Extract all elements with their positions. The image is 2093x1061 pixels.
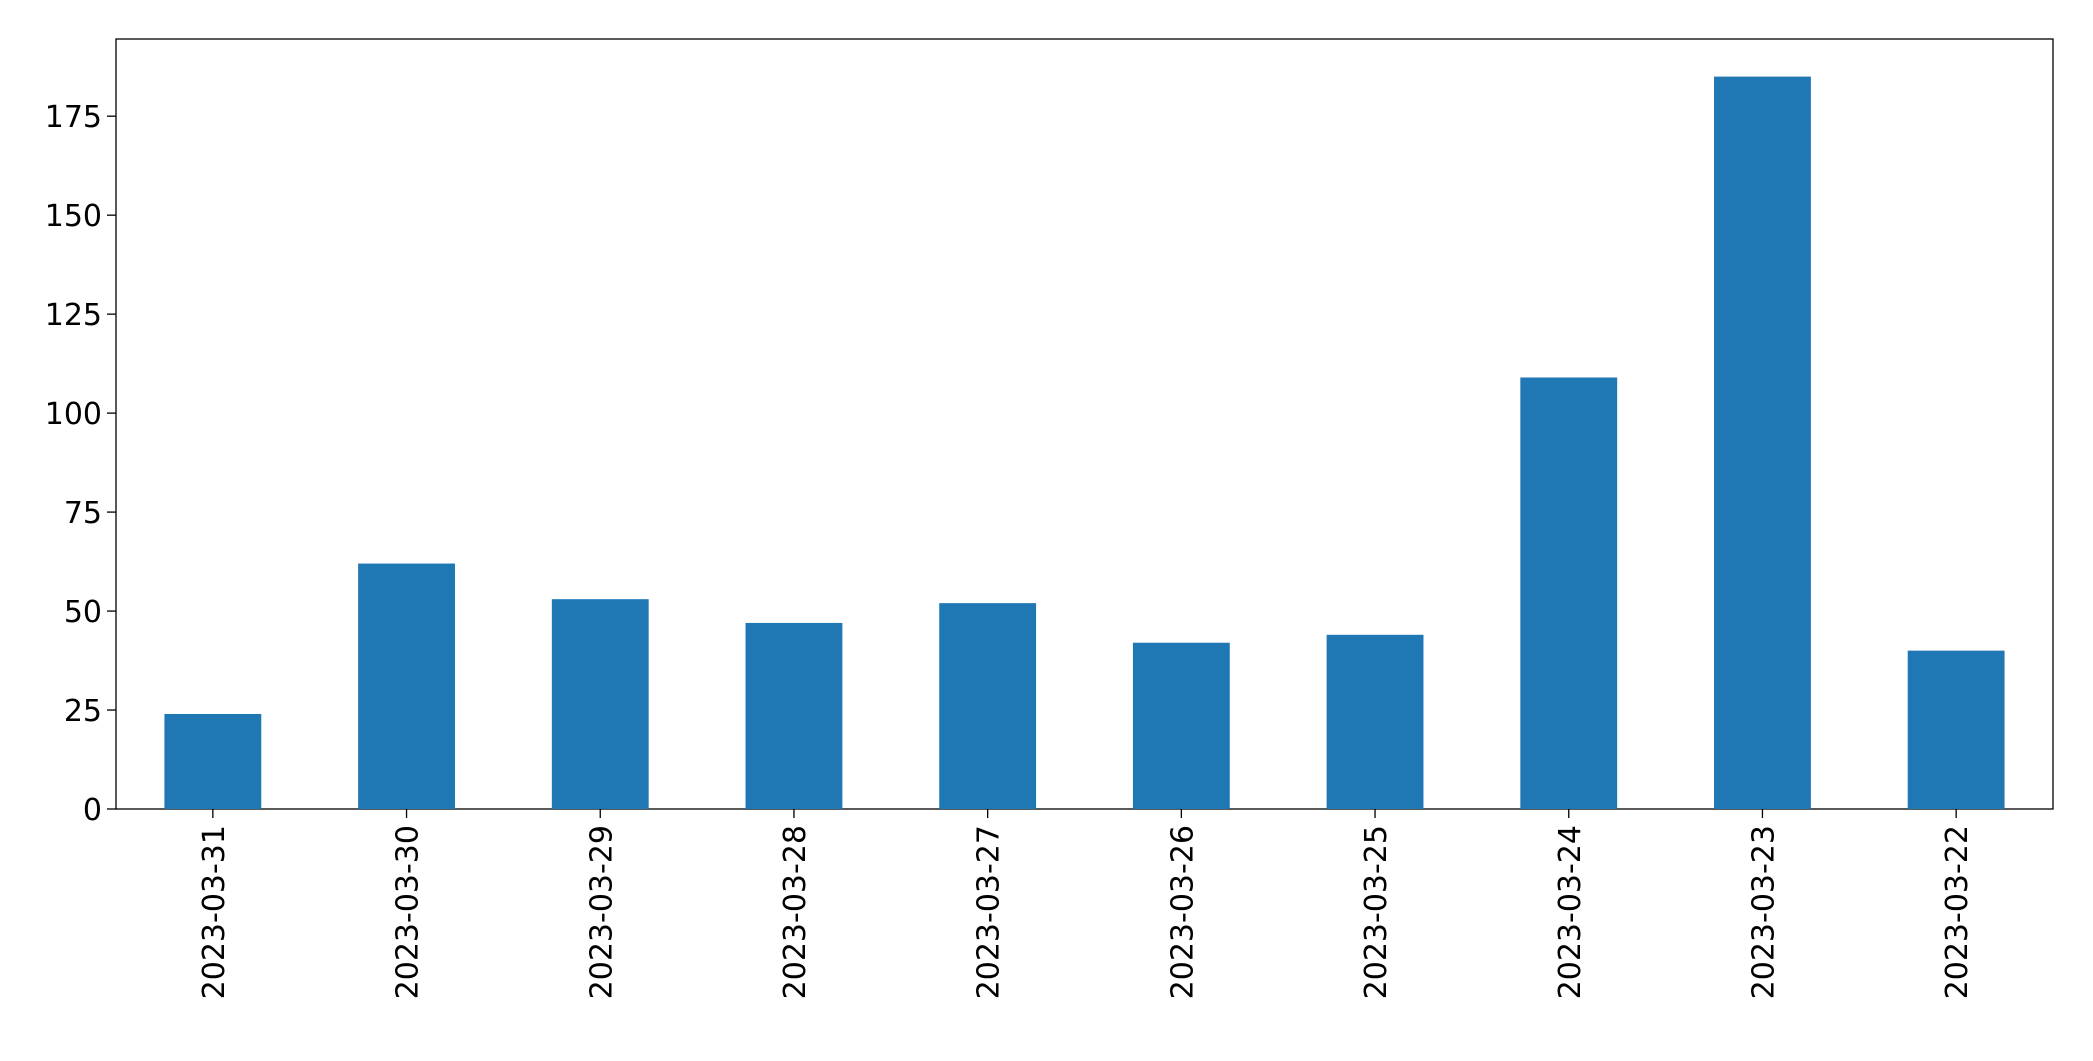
x-tick-label: 2023-03-25 bbox=[1359, 825, 1394, 999]
x-tick-label: 2023-03-29 bbox=[584, 825, 619, 999]
x-tick-label: 2023-03-23 bbox=[1746, 825, 1781, 999]
x-tick-label: 2023-03-27 bbox=[972, 825, 1007, 999]
bar bbox=[1520, 377, 1618, 809]
y-tick-label: 150 bbox=[45, 199, 102, 234]
y-tick-label: 25 bbox=[64, 694, 102, 729]
y-tick-label: 100 bbox=[45, 397, 102, 432]
y-tick-label: 175 bbox=[45, 100, 102, 135]
bar bbox=[551, 599, 649, 809]
y-tick-label: 125 bbox=[45, 298, 102, 333]
bar bbox=[939, 603, 1037, 809]
x-tick-label: 2023-03-26 bbox=[1165, 825, 1200, 999]
y-tick-label: 75 bbox=[64, 496, 102, 531]
x-tick-label: 2023-03-31 bbox=[197, 825, 232, 999]
bar bbox=[1326, 634, 1424, 809]
bar bbox=[358, 563, 455, 809]
bar bbox=[164, 713, 262, 809]
y-tick-label: 0 bbox=[83, 793, 102, 828]
bar bbox=[1907, 650, 2005, 809]
x-tick-label: 2023-03-24 bbox=[1553, 825, 1588, 999]
x-tick-label: 2023-03-28 bbox=[778, 825, 813, 999]
bar bbox=[745, 622, 843, 809]
y-tick-label: 50 bbox=[64, 595, 102, 630]
x-tick-label: 2023-03-22 bbox=[1940, 825, 1975, 999]
bar bbox=[1714, 76, 1811, 809]
x-tick-label: 2023-03-30 bbox=[391, 825, 426, 999]
bar bbox=[1132, 642, 1230, 809]
plot-frame bbox=[115, 38, 2054, 810]
